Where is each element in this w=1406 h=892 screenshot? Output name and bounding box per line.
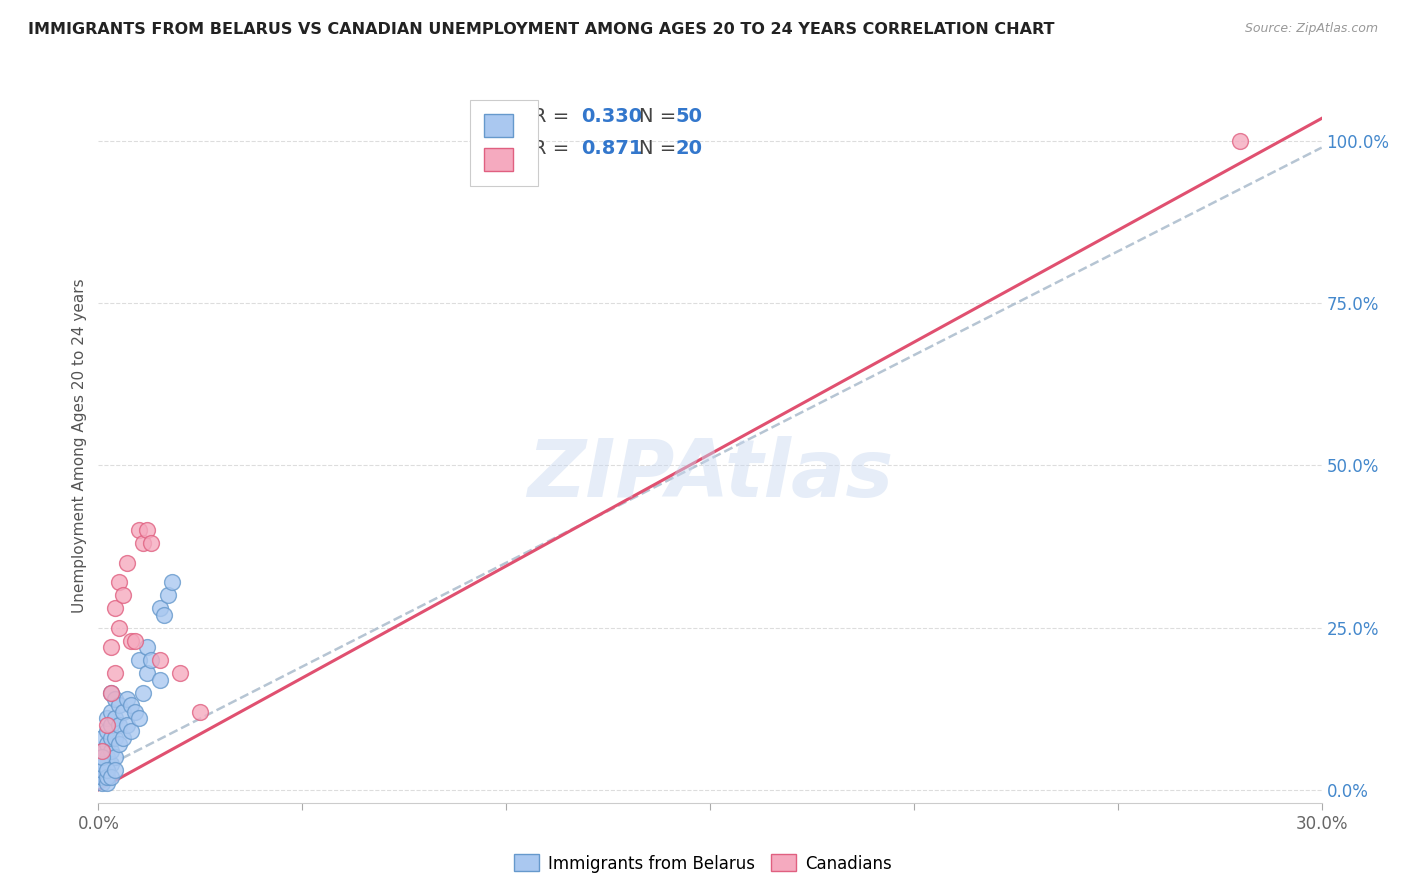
- Point: [104, 731, 127, 745]
- Point: [100, 705, 122, 719]
- Legend: Immigrants from Belarus, Canadians: Immigrants from Belarus, Canadians: [508, 847, 898, 880]
- Point: [111, 731, 134, 745]
- Text: R =: R =: [533, 107, 575, 126]
- Point: [96, 776, 118, 790]
- Point: [91, 756, 114, 771]
- Text: N =: N =: [640, 107, 682, 126]
- Point: [91, 750, 114, 764]
- Legend: , : ,: [470, 100, 538, 186]
- Point: [91, 744, 114, 758]
- Point: [104, 692, 127, 706]
- Point: [1229, 134, 1251, 148]
- Point: [149, 653, 172, 667]
- Point: [136, 666, 159, 681]
- Point: [136, 524, 159, 538]
- Point: [104, 666, 127, 681]
- Point: [115, 718, 138, 732]
- Point: [100, 685, 122, 699]
- Point: [160, 575, 183, 590]
- Point: [124, 705, 146, 719]
- Point: [115, 556, 138, 570]
- Text: IMMIGRANTS FROM BELARUS VS CANADIAN UNEMPLOYMENT AMONG AGES 20 TO 24 YEARS CORRE: IMMIGRANTS FROM BELARUS VS CANADIAN UNEM…: [28, 22, 1054, 37]
- Point: [96, 764, 118, 778]
- Point: [96, 750, 118, 764]
- Point: [96, 724, 118, 739]
- Point: [111, 588, 134, 602]
- Point: [152, 607, 174, 622]
- Point: [120, 724, 142, 739]
- Point: [111, 705, 134, 719]
- Point: [100, 685, 122, 699]
- Point: [91, 776, 114, 790]
- Text: ZIPAtlas: ZIPAtlas: [527, 435, 893, 514]
- Point: [120, 698, 142, 713]
- Point: [96, 718, 118, 732]
- Point: [96, 738, 118, 752]
- Point: [100, 744, 122, 758]
- Text: R =: R =: [533, 139, 575, 158]
- Point: [136, 640, 159, 654]
- Point: [96, 764, 118, 778]
- Point: [141, 536, 163, 550]
- Point: [169, 666, 191, 681]
- Point: [115, 692, 138, 706]
- Point: [108, 698, 131, 713]
- Point: [149, 673, 172, 687]
- Point: [100, 770, 122, 784]
- Point: [91, 756, 114, 771]
- Point: [149, 601, 172, 615]
- Point: [128, 653, 150, 667]
- Point: [104, 750, 127, 764]
- Point: [91, 770, 114, 784]
- Point: [104, 764, 127, 778]
- Text: Source: ZipAtlas.com: Source: ZipAtlas.com: [1244, 22, 1378, 36]
- Text: N =: N =: [640, 139, 682, 158]
- Point: [128, 711, 150, 725]
- Point: [108, 738, 131, 752]
- Point: [108, 621, 131, 635]
- Text: 0.330: 0.330: [582, 107, 643, 126]
- Point: [132, 536, 155, 550]
- Point: [96, 770, 118, 784]
- Point: [91, 770, 114, 784]
- Text: 50: 50: [676, 107, 703, 126]
- Point: [108, 575, 131, 590]
- Point: [100, 731, 122, 745]
- Text: 0.871: 0.871: [582, 139, 643, 158]
- Point: [104, 711, 127, 725]
- Point: [91, 731, 114, 745]
- Text: 20: 20: [676, 139, 703, 158]
- Point: [100, 756, 122, 771]
- Y-axis label: Unemployment Among Ages 20 to 24 years: Unemployment Among Ages 20 to 24 years: [72, 278, 87, 614]
- Point: [91, 744, 114, 758]
- Point: [141, 653, 163, 667]
- Point: [132, 685, 155, 699]
- Point: [156, 588, 179, 602]
- Point: [104, 601, 127, 615]
- Point: [100, 718, 122, 732]
- Point: [188, 705, 212, 719]
- Point: [96, 711, 118, 725]
- Point: [91, 764, 114, 778]
- Point: [108, 718, 131, 732]
- Point: [120, 633, 142, 648]
- Point: [100, 640, 122, 654]
- Point: [124, 633, 146, 648]
- Point: [128, 524, 150, 538]
